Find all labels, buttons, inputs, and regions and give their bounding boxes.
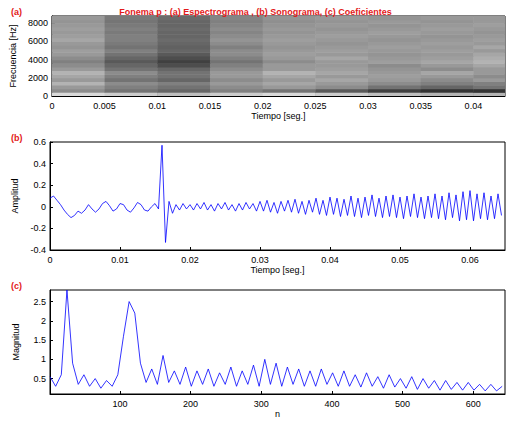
svg-text:500: 500 xyxy=(395,399,410,409)
svg-text:Fonema p : (a) Espectrograma ,: Fonema p : (a) Espectrograma , (b) Sonog… xyxy=(119,7,392,17)
svg-text:1: 1 xyxy=(41,354,46,364)
svg-text:8000: 8000 xyxy=(28,18,48,28)
svg-text:Magnitud: Magnitud xyxy=(11,323,21,360)
svg-text:-0.4: -0.4 xyxy=(30,245,46,255)
svg-text:0.4: 0.4 xyxy=(33,159,46,169)
svg-text:100: 100 xyxy=(112,399,127,409)
svg-text:0.2: 0.2 xyxy=(33,180,46,190)
svg-text:2000: 2000 xyxy=(28,73,48,83)
svg-text:0.01: 0.01 xyxy=(111,255,129,265)
svg-text:2.5: 2.5 xyxy=(33,297,46,307)
svg-text:Tiempo [seg.]: Tiempo [seg.] xyxy=(251,111,305,121)
svg-text:2: 2 xyxy=(41,316,46,326)
svg-text:0.02: 0.02 xyxy=(181,255,199,265)
svg-text:0.02: 0.02 xyxy=(254,101,272,111)
svg-text:Frecuencia [Hz]: Frecuencia [Hz] xyxy=(8,24,18,87)
svg-text:0.03: 0.03 xyxy=(359,101,377,111)
svg-text:4000: 4000 xyxy=(28,55,48,65)
svg-text:600: 600 xyxy=(466,399,481,409)
svg-text:Tiempo [seg.]: Tiempo [seg.] xyxy=(250,265,304,275)
svg-text:200: 200 xyxy=(183,399,198,409)
svg-text:300: 300 xyxy=(254,399,269,409)
svg-text:0: 0 xyxy=(49,101,54,111)
svg-text:0.03: 0.03 xyxy=(251,255,269,265)
svg-text:(a): (a) xyxy=(11,7,22,17)
svg-text:n: n xyxy=(275,409,280,419)
svg-text:0.04: 0.04 xyxy=(321,255,339,265)
svg-text:0.04: 0.04 xyxy=(465,101,483,111)
svg-text:0.06: 0.06 xyxy=(461,255,479,265)
svg-text:0.035: 0.035 xyxy=(409,101,432,111)
svg-text:(b): (b) xyxy=(11,133,23,143)
svg-text:0.05: 0.05 xyxy=(391,255,409,265)
svg-text:1.5: 1.5 xyxy=(33,335,46,345)
svg-text:0: 0 xyxy=(47,255,52,265)
svg-text:0.025: 0.025 xyxy=(304,101,327,111)
svg-text:0: 0 xyxy=(43,91,48,101)
svg-text:0.015: 0.015 xyxy=(199,101,222,111)
svg-text:0.01: 0.01 xyxy=(149,101,167,111)
svg-text:0.6: 0.6 xyxy=(33,137,46,147)
svg-text:Amplitud: Amplitud xyxy=(10,178,20,213)
svg-text:400: 400 xyxy=(324,399,339,409)
svg-text:6000: 6000 xyxy=(28,36,48,46)
svg-text:0.5: 0.5 xyxy=(33,374,46,384)
svg-text:0.005: 0.005 xyxy=(93,101,116,111)
svg-text:0: 0 xyxy=(41,202,46,212)
svg-text:(c): (c) xyxy=(11,281,22,291)
svg-text:-0.2: -0.2 xyxy=(30,223,46,233)
